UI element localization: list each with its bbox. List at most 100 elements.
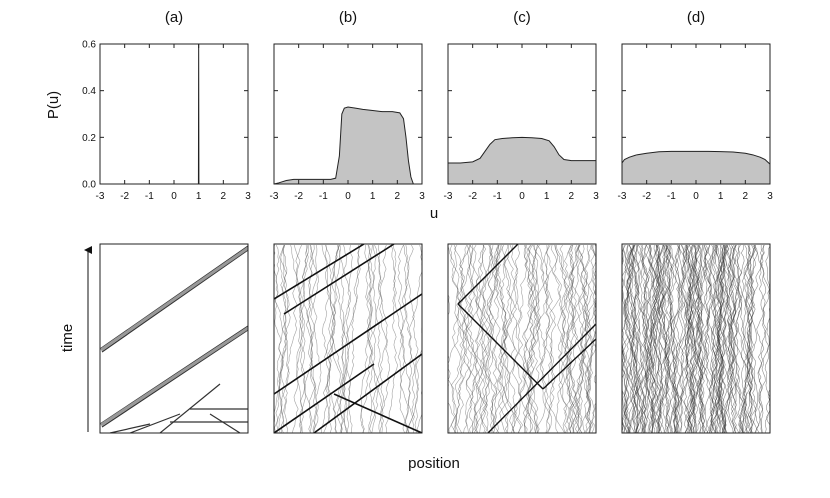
trajectory — [681, 244, 702, 433]
trajectory — [542, 338, 596, 390]
position-axis-label: position — [408, 455, 460, 472]
trajectory — [129, 413, 181, 433]
panel-title: (c) — [513, 9, 531, 26]
x-tick-label: -2 — [294, 191, 303, 202]
trajectory — [293, 244, 313, 433]
shared-y-axis-label: P(u) — [45, 91, 62, 119]
x-tick-label: -1 — [319, 191, 328, 202]
x-tick-label: -3 — [618, 191, 627, 202]
panel-title: (b) — [339, 9, 357, 26]
trajectory — [333, 393, 422, 433]
trajectory — [535, 244, 559, 433]
x-tick-label: 0 — [519, 191, 525, 202]
trajectory — [671, 244, 684, 433]
trajectory — [546, 244, 562, 433]
trajectory — [274, 244, 283, 429]
trajectory — [576, 244, 592, 433]
trajectory — [465, 244, 487, 433]
spacetime-panel-c-trajectories — [448, 244, 596, 433]
trajectory — [700, 244, 713, 433]
trajectory — [469, 244, 485, 433]
trajectory — [721, 244, 735, 433]
trajectory — [627, 244, 644, 433]
x-tick-label: -1 — [667, 191, 676, 202]
trajectory — [732, 244, 749, 433]
trajectory — [533, 244, 550, 433]
trajectory — [274, 363, 375, 433]
trajectory — [689, 244, 708, 433]
trajectory — [688, 244, 700, 433]
trajectory — [545, 244, 578, 433]
panel-c: (c) -3 -2 -1 0 1 2 3 — [444, 9, 600, 202]
trajectory — [275, 244, 291, 433]
trajectory — [359, 244, 374, 433]
trajectory — [709, 244, 720, 433]
trajectory — [101, 329, 248, 428]
x-tick-label: 0 — [345, 191, 351, 202]
trajectory — [568, 244, 581, 433]
trajectory — [457, 303, 544, 390]
trajectory — [512, 244, 533, 433]
x-tick-label: 1 — [370, 191, 376, 202]
trajectory — [320, 244, 332, 433]
trajectory — [689, 244, 702, 433]
x-tick-label: 2 — [743, 191, 749, 202]
trajectory — [641, 244, 658, 433]
spacetime-panels — [99, 243, 771, 434]
trajectory — [469, 244, 494, 433]
x-tick-label: -1 — [493, 191, 502, 202]
trajectory — [685, 244, 704, 433]
trajectory — [655, 244, 668, 433]
trajectory — [665, 245, 680, 433]
trajectory — [336, 244, 351, 433]
trajectory — [722, 244, 735, 433]
trajectory — [622, 252, 632, 433]
trajectory — [493, 244, 524, 433]
trajectory — [482, 244, 499, 433]
trajectory — [300, 244, 318, 433]
trajectory — [730, 244, 746, 433]
distribution-curve — [100, 43, 248, 185]
trajectory — [622, 244, 640, 433]
trajectory — [622, 360, 623, 362]
trajectory — [683, 244, 695, 433]
x-tick-label: 2 — [395, 191, 401, 202]
trajectory — [648, 244, 656, 433]
trajectory — [764, 360, 770, 433]
trajectory — [634, 244, 649, 433]
trajectory — [622, 380, 626, 433]
trajectory — [624, 244, 637, 433]
trajectory — [451, 244, 461, 433]
trajectory — [743, 244, 757, 433]
y-tick-label: 0.6 — [82, 40, 96, 51]
x-tick-label: 1 — [544, 191, 550, 202]
trajectory — [743, 244, 754, 433]
trajectory — [578, 244, 591, 433]
panel-d: (d) -3 -2 -1 0 1 2 3 — [618, 9, 774, 202]
time-axis-label: time — [59, 324, 76, 352]
trajectory — [360, 244, 374, 433]
trajectory — [695, 244, 707, 433]
trajectory — [404, 244, 414, 433]
trajectory — [501, 244, 516, 433]
trajectory — [758, 245, 767, 433]
panel-a: (a) -3 -2 -1 0 1 2 3 0.0 0.2 0.4 0.6 — [82, 9, 251, 202]
trajectory — [622, 388, 627, 433]
trajectory — [324, 244, 348, 433]
trajectory — [704, 244, 716, 433]
distribution-curve — [621, 150, 771, 165]
trajectory — [310, 244, 322, 433]
trajectory — [657, 244, 675, 433]
x-tick-label: -3 — [96, 191, 105, 202]
distribution-area — [448, 137, 596, 184]
x-tick-label: -2 — [120, 191, 129, 202]
distribution-area — [622, 151, 770, 184]
trajectory — [740, 244, 753, 433]
trajectory — [457, 244, 519, 305]
trajectory — [501, 244, 539, 433]
trajectory — [100, 326, 248, 427]
spacetime-panel-d-trajectories — [622, 244, 770, 433]
trajectory — [411, 271, 422, 433]
distribution-panels: (a)-3 -2 -1 0 1 2 30.00.20.40.6(b)-3 -2 -1 0 1 2 3(c… — [82, 9, 773, 202]
